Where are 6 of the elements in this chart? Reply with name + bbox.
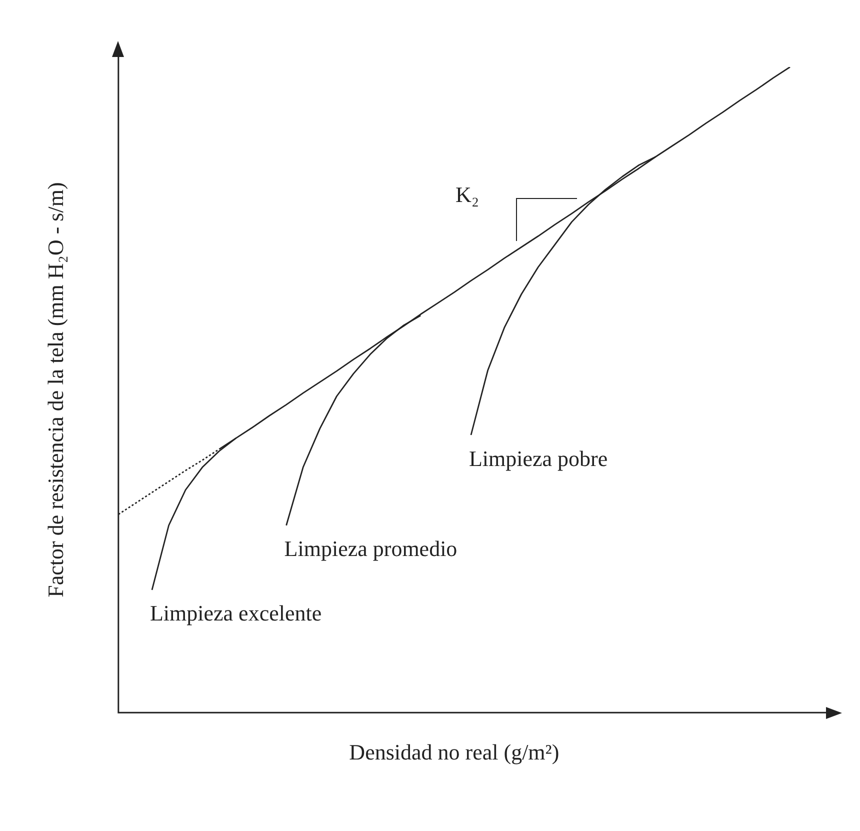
annotation: K₂ (455, 182, 480, 207)
series-label: Limpieza excelente (150, 600, 322, 626)
series-label: Limpieza promedio (284, 536, 458, 562)
series-label: Limpieza pobre (468, 446, 608, 471)
y-axis-title: Factor de resistencia de la tela (mm H₂O - s/m) (42, 182, 68, 598)
x-axis-title: Densidad no real (g/m²) (349, 740, 560, 765)
